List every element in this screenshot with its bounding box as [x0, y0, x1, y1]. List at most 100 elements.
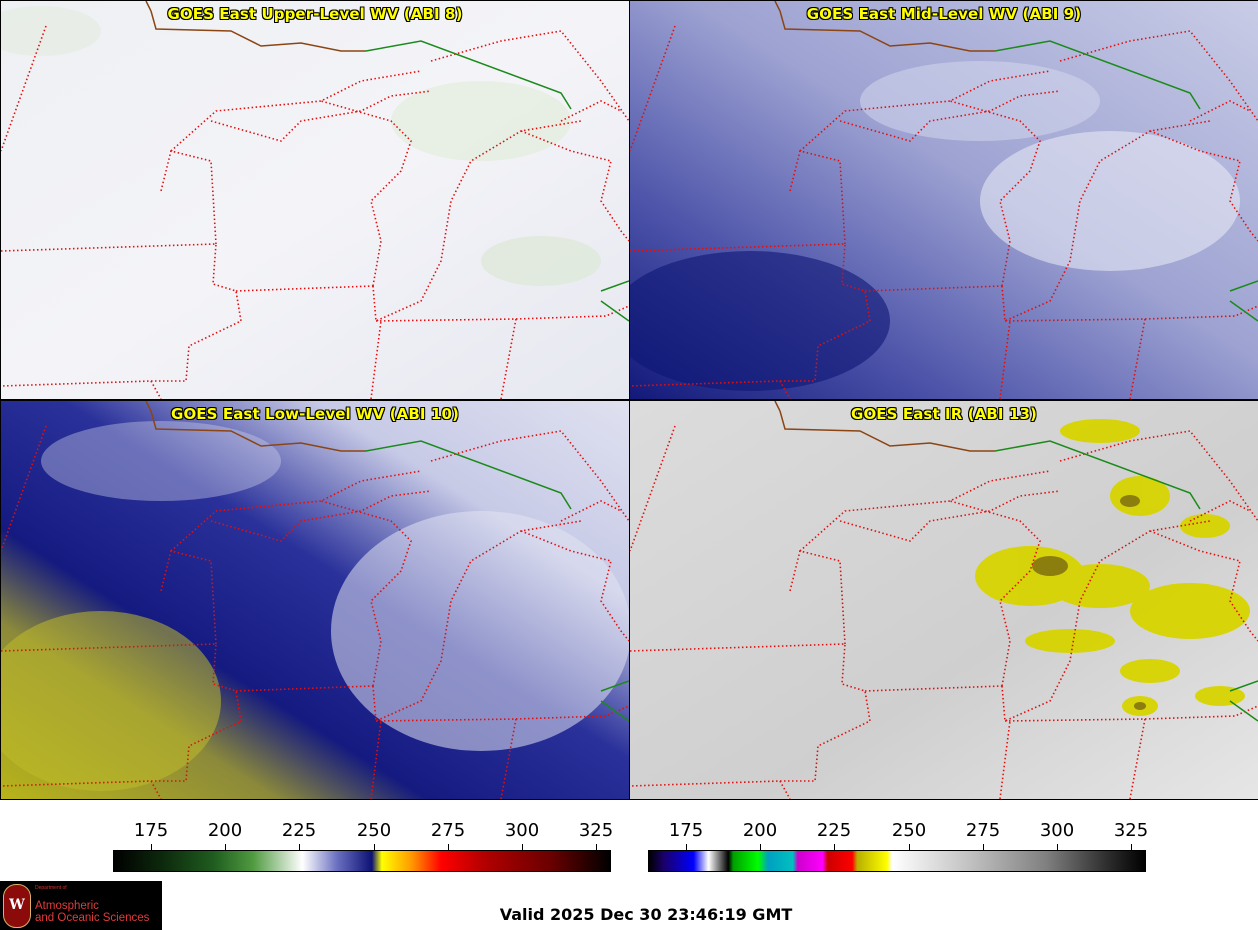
colorbar-tick-label: 175: [133, 820, 169, 841]
state-border-line: [1149, 530, 1258, 642]
coastline: [145, 1, 152, 12]
state-border-line: [320, 500, 412, 687]
country-border-line: [365, 440, 572, 510]
state-border-line: [560, 100, 622, 122]
ir-colorbar: 175 200 225 250 275 300 325: [648, 800, 1149, 880]
uw-seal-icon: W: [3, 884, 31, 928]
state-border-line: [839, 90, 1061, 142]
state-border-line: [370, 720, 382, 799]
logo-line1: Atmospheric: [35, 900, 99, 912]
mid-level-wv-panel: GOES East Mid-Level WV (ABI 9): [629, 0, 1258, 400]
state-border-line: [949, 500, 1041, 687]
state-border-line: [235, 685, 374, 692]
state-border-line: [630, 243, 871, 387]
colorbar-tick-mark: [522, 844, 523, 850]
state-border-line: [864, 285, 1003, 292]
colorbar-tick-mark: [686, 844, 687, 850]
state-border-line: [150, 780, 162, 799]
state-border-line: [1189, 500, 1251, 522]
colorbar-tick-label: 225: [816, 820, 852, 841]
state-border-line: [160, 70, 422, 245]
colorbar-tick-mark: [299, 844, 300, 850]
coastline: [774, 401, 781, 412]
colorbar-tick-mark: [1057, 844, 1058, 850]
valid-time: Valid 2025 Dec 30 23:46:19 GMT: [499, 905, 793, 924]
state-border-line: [430, 30, 629, 122]
state-border-line: [520, 530, 629, 642]
low-level-wv-panel: GOES East Low-Level WV (ABI 10): [0, 400, 630, 800]
colorbar-tick-mark: [225, 844, 226, 850]
colorbar-tick-label: 300: [504, 820, 540, 841]
country-border-line: [1229, 280, 1258, 322]
panel-title: GOES East IR (ABI 13): [851, 405, 1037, 423]
state-border-line: [1, 243, 242, 387]
state-border-line: [210, 490, 432, 542]
colorbar-tick-label: 250: [891, 820, 927, 841]
colorbar-tick-mark: [596, 844, 597, 850]
state-border-line: [235, 285, 374, 292]
upper-level-wv-panel: GOES East Upper-Level WV (ABI 8): [0, 0, 630, 400]
colorbar-tick-label: 275: [965, 820, 1001, 841]
panel-title: GOES East Low-Level WV (ABI 10): [171, 405, 459, 423]
state-border-line: [520, 130, 629, 242]
state-border-line: [999, 720, 1011, 799]
panel-title: GOES East Upper-Level WV (ABI 8): [167, 5, 463, 23]
colorbar-tick-label: 300: [1039, 820, 1075, 841]
state-border-line: [999, 320, 1011, 399]
state-border-line: [864, 685, 1003, 692]
state-border-line: [630, 643, 871, 787]
logo-line2: and Oceanic Sciences: [35, 912, 150, 924]
colorbar-tick-label: 325: [578, 820, 614, 841]
state-border-line: [779, 380, 791, 399]
country-border-line: [365, 40, 572, 110]
state-border-line: [789, 70, 1051, 245]
ir-map: [630, 401, 1258, 799]
colorbar-tick-mark: [1131, 844, 1132, 850]
colorbar-tick-mark: [909, 844, 910, 850]
state-border-line: [1059, 430, 1258, 522]
state-border-line: [1059, 30, 1258, 122]
country-border-line: [994, 40, 1201, 110]
colorbar-tick-label: 175: [668, 820, 704, 841]
state-border-line: [150, 380, 162, 399]
colorbar-tick-mark: [151, 844, 152, 850]
colorbar-tick-label: 200: [207, 820, 243, 841]
colorbar-gradient: [648, 850, 1146, 872]
mid-level-wv-map: [630, 1, 1258, 399]
colorbar-tick-mark: [760, 844, 761, 850]
colorbar-tick-mark: [834, 844, 835, 850]
coastline: [779, 10, 995, 52]
state-border-line: [1149, 130, 1258, 242]
colorbar-tick-label: 275: [430, 820, 466, 841]
colorbar-tick-mark: [374, 844, 375, 850]
state-border-line: [430, 430, 629, 522]
state-border-line: [1, 643, 242, 787]
coastline: [150, 10, 366, 52]
upper-level-wv-map: [1, 1, 629, 399]
logo-dept: Department of: [35, 885, 67, 891]
colorbar-tick-label: 250: [356, 820, 392, 841]
country-border-line: [600, 680, 629, 722]
colorbar-tick-mark: [983, 844, 984, 850]
colorbar-tick-mark: [448, 844, 449, 850]
coastline: [150, 410, 366, 452]
state-border-line: [779, 780, 791, 799]
coastline: [774, 1, 781, 12]
low-level-wv-map: [1, 401, 629, 799]
water-vapor-colorbar: 175 200 225 250 275 300 325: [113, 800, 614, 880]
state-border-line: [789, 470, 1051, 645]
state-border-line: [949, 100, 1041, 287]
aos-logo: W Department of Atmospheric and Oceanic …: [0, 881, 162, 930]
state-border-line: [560, 500, 622, 522]
colorbar-gradient: [113, 850, 611, 872]
country-border-line: [994, 440, 1201, 510]
state-border-line: [320, 100, 412, 287]
colorbar-tick-label: 325: [1113, 820, 1149, 841]
panel-title: GOES East Mid-Level WV (ABI 9): [806, 5, 1082, 23]
state-border-line: [1189, 100, 1251, 122]
country-border-line: [600, 280, 629, 322]
state-border-line: [370, 320, 382, 399]
country-border-line: [1229, 680, 1258, 722]
state-border-line: [839, 490, 1061, 542]
state-border-line: [160, 470, 422, 645]
